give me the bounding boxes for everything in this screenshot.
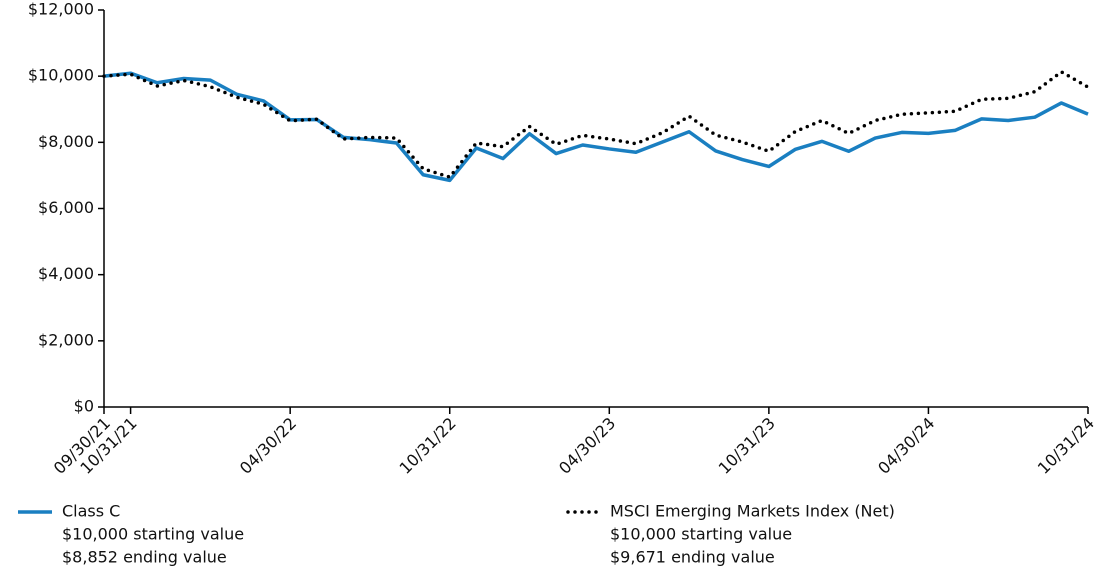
y-tick-label: $4,000	[38, 264, 94, 283]
y-tick-label: $6,000	[38, 198, 94, 217]
y-tick-label: $10,000	[28, 66, 94, 85]
legend-label: Class C	[62, 502, 120, 521]
series-line	[103, 71, 1089, 183]
y-tick-label: $8,000	[38, 132, 94, 151]
x-tick-label: 04/30/22	[236, 414, 300, 478]
x-tick-label: 10/31/24	[1034, 414, 1098, 478]
y-tick-label: $2,000	[38, 330, 94, 349]
y-tick-label: $12,000	[28, 0, 94, 19]
legend-label: MSCI Emerging Markets Index (Net)	[610, 502, 895, 521]
x-tick-label: 04/30/24	[874, 414, 938, 478]
legend-start: $10,000 starting value	[610, 525, 792, 544]
legend-start: $10,000 starting value	[62, 525, 244, 544]
x-tick-label: 10/31/22	[395, 414, 459, 478]
legend-end: $8,852 ending value	[62, 548, 227, 567]
y-tick-label: $0	[74, 397, 94, 416]
series-line	[102, 69, 1090, 180]
legend-end: $9,671 ending value	[610, 548, 775, 567]
x-tick-label: 10/31/23	[715, 414, 779, 478]
x-tick-label: 04/30/23	[555, 414, 619, 478]
